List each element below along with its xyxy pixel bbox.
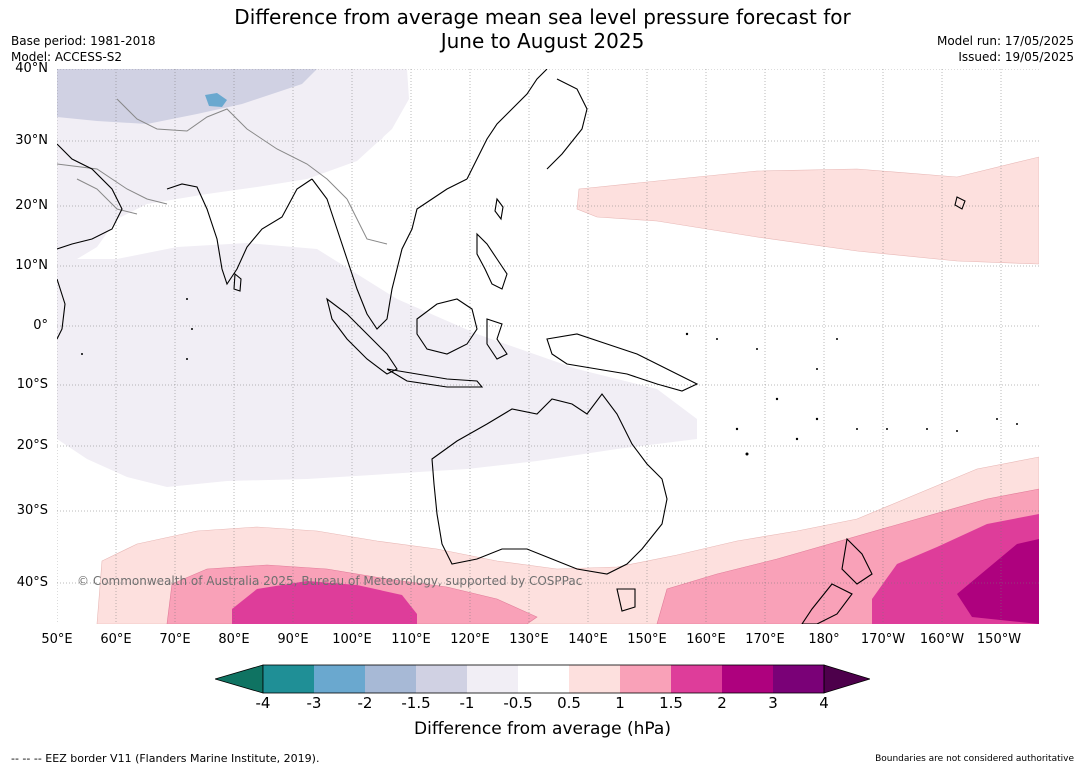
lon-label-150w: 150°W bbox=[976, 632, 1022, 647]
colorbar bbox=[215, 664, 870, 694]
issued-date: Issued: 19/05/2025 bbox=[958, 50, 1074, 64]
eez-border-note: -- -- -- EEZ border V11 (Flanders Marine… bbox=[11, 752, 320, 765]
colorbar-tick: 3 bbox=[768, 694, 778, 712]
colorbar-segment bbox=[671, 665, 722, 693]
lat-label-20s: 20°S bbox=[16, 438, 48, 453]
anomaly-region-negative-blue bbox=[57, 69, 317, 124]
colorbar-segment bbox=[773, 665, 824, 693]
colorbar-tick: -4 bbox=[255, 694, 271, 712]
lat-label-20n: 20°N bbox=[15, 198, 48, 213]
title-line-1: Difference from average mean sea level p… bbox=[234, 5, 851, 29]
anomaly-region-positive-north bbox=[576, 156, 1039, 265]
coast-new-guinea bbox=[546, 333, 699, 392]
lon-label-80e: 80°E bbox=[218, 632, 250, 647]
colorbar-tick: -3 bbox=[306, 694, 322, 712]
coast-tasmania bbox=[616, 588, 636, 612]
lon-label-120e: 120°E bbox=[450, 632, 490, 647]
copyright-notice: © Commonwealth of Australia 2025, Bureau… bbox=[77, 574, 583, 588]
colorbar-segment bbox=[518, 665, 569, 693]
coast-new-zealand-south bbox=[801, 583, 853, 624]
colorbar-segment bbox=[365, 665, 416, 693]
map-title: Difference from average mean sea level p… bbox=[0, 5, 1085, 53]
anomaly-region-negative-deep bbox=[205, 93, 227, 107]
meta-right: Model run: 17/05/2025 Issued: 19/05/2025 bbox=[937, 33, 1074, 65]
colorbar-title: Difference from average (hPa) bbox=[414, 719, 671, 739]
coast-australia bbox=[431, 393, 668, 575]
colorbar-segment bbox=[314, 665, 365, 693]
colorbar-tick: -0.5 bbox=[503, 694, 533, 712]
lon-label-90e: 90°E bbox=[277, 632, 309, 647]
coast-india bbox=[166, 178, 313, 286]
colorbar-segment bbox=[467, 665, 518, 693]
base-period: Base period: 1981-2018 bbox=[11, 34, 156, 48]
colorbar-segment bbox=[722, 665, 773, 693]
lon-label-130e: 130°E bbox=[509, 632, 549, 647]
lon-label-160e: 160°E bbox=[686, 632, 726, 647]
colorbar-tick: 0.5 bbox=[557, 694, 581, 712]
title-line-2: June to August 2025 bbox=[440, 29, 645, 53]
colorbar-segment bbox=[620, 665, 671, 693]
lat-label-40n: 40°N bbox=[15, 61, 48, 76]
coast-arabia bbox=[57, 143, 123, 250]
colorbar-arrow-right bbox=[823, 664, 870, 694]
anomaly-region-positive-east-core bbox=[957, 539, 1039, 624]
meta-left: Base period: 1981-2018 Model: ACCESS-S2 bbox=[11, 33, 156, 65]
grid-lines bbox=[57, 69, 1039, 624]
coast-sulawesi bbox=[486, 318, 508, 360]
model-name: Model: ACCESS-S2 bbox=[11, 50, 123, 64]
anomaly-region-negative-ne bbox=[317, 69, 407, 157]
colorbar-tick: 4 bbox=[819, 694, 829, 712]
lat-label-10n: 10°N bbox=[15, 258, 48, 273]
lon-label-60e: 60°E bbox=[100, 632, 132, 647]
model-run: Model run: 17/05/2025 bbox=[936, 34, 1074, 48]
colorbar-segment bbox=[416, 665, 467, 693]
coast-hawaii bbox=[954, 196, 966, 210]
colorbar-tick: -1.5 bbox=[401, 694, 431, 712]
colorbar-segment bbox=[263, 665, 314, 693]
lat-label-30s: 30°S bbox=[16, 503, 48, 518]
country-borders bbox=[57, 98, 388, 245]
lat-label-0: 0° bbox=[33, 318, 48, 333]
boundaries-disclaimer: Boundaries are not considered authoritat… bbox=[875, 754, 1074, 764]
lat-label-40s: 40°S bbox=[16, 575, 48, 590]
coast-africa bbox=[57, 278, 66, 340]
lat-label-30n: 30°N bbox=[15, 133, 48, 148]
colorbar-tick: 2 bbox=[717, 694, 727, 712]
coast-indochina bbox=[311, 178, 468, 330]
anomaly-region-positive-south-strong bbox=[232, 581, 417, 624]
lon-label-150e: 150°E bbox=[627, 632, 667, 647]
colorbar-arrow-left bbox=[215, 664, 264, 694]
lon-label-110e: 110°E bbox=[391, 632, 431, 647]
islands bbox=[81, 298, 1018, 456]
colorbar-segment bbox=[569, 665, 620, 693]
coast-java bbox=[386, 368, 484, 388]
coast-china bbox=[466, 69, 548, 180]
lon-label-70e: 70°E bbox=[159, 632, 191, 647]
colorbar-tick: -1 bbox=[459, 694, 475, 712]
coast-philippines bbox=[476, 232, 508, 290]
lon-label-170w: 170°W bbox=[860, 632, 906, 647]
lon-label-100e: 100°E bbox=[332, 632, 372, 647]
colorbar-outline bbox=[262, 664, 825, 694]
coast-taiwan bbox=[494, 197, 504, 221]
coast-new-zealand-north bbox=[841, 537, 873, 585]
lon-label-50e: 50°E bbox=[41, 632, 73, 647]
lon-label-170e: 170°E bbox=[745, 632, 785, 647]
coast-borneo bbox=[416, 298, 478, 355]
lon-label-180: 180° bbox=[808, 632, 840, 647]
coast-sri-lanka bbox=[233, 272, 242, 292]
pressure-anomaly-map bbox=[57, 69, 1039, 624]
lon-label-140e: 140°E bbox=[568, 632, 608, 647]
lat-label-10s: 10°S bbox=[16, 377, 48, 392]
coast-japan bbox=[546, 78, 588, 170]
colorbar-tick: -2 bbox=[357, 694, 373, 712]
colorbar-tick: 1 bbox=[615, 694, 625, 712]
lon-label-160w: 160°W bbox=[919, 632, 965, 647]
anomaly-region-negative-south bbox=[57, 243, 697, 487]
colorbar-tick: 1.5 bbox=[659, 694, 683, 712]
coastlines bbox=[57, 69, 966, 624]
